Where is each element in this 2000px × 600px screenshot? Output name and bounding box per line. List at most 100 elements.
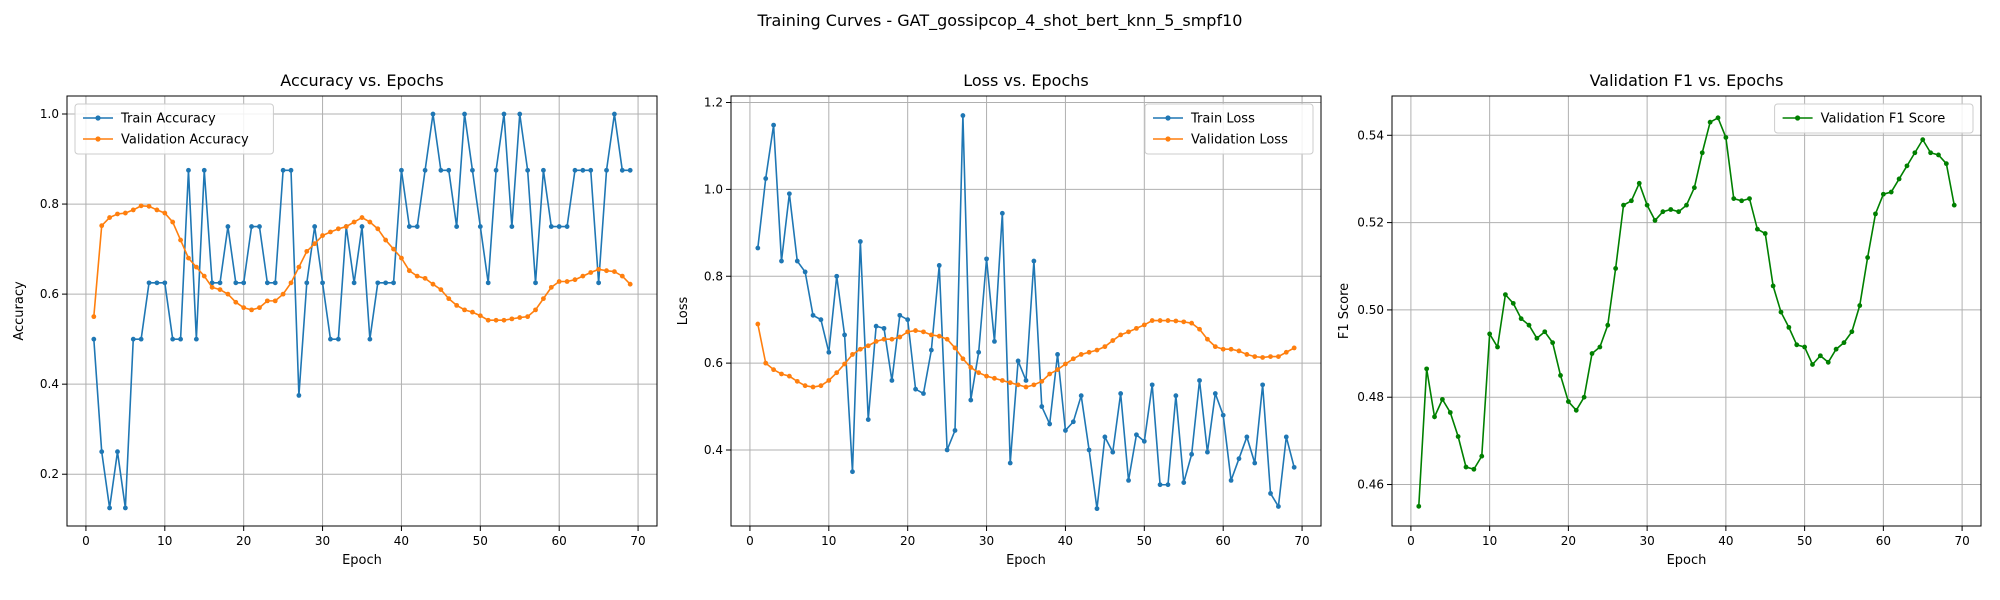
x-tick-label: 60 (1216, 534, 1231, 548)
data-point (122, 505, 128, 511)
data-point (1849, 329, 1855, 335)
data-point (264, 280, 270, 286)
data-point (525, 314, 531, 320)
x-tick-label: 50 (1797, 534, 1812, 548)
data-point (541, 296, 546, 302)
data-point (257, 305, 262, 311)
series-validation-accuracy (91, 203, 633, 323)
data-point (1723, 135, 1729, 140)
data-point (999, 378, 1005, 383)
data-point (564, 279, 570, 284)
data-point (1936, 152, 1941, 158)
y-tick-label: 0.4 (704, 443, 723, 457)
data-point (225, 224, 231, 229)
data-point (826, 378, 832, 383)
data-point (881, 336, 887, 342)
data-point (470, 167, 475, 173)
data-point (154, 207, 160, 213)
data-point (359, 224, 365, 229)
data-point (1754, 226, 1760, 232)
data-point (1126, 329, 1131, 335)
data-point (1802, 344, 1808, 350)
x-tick-label: 50 (1137, 534, 1152, 548)
data-point (842, 361, 847, 367)
x-tick-label: 40 (1718, 534, 1733, 548)
data-point (779, 371, 784, 377)
x-tick-label: 50 (473, 534, 488, 548)
data-point (1652, 218, 1658, 223)
data-point (619, 167, 625, 173)
data-point (1943, 161, 1949, 167)
y-axis-label: Loss (676, 297, 691, 326)
data-point (968, 365, 974, 370)
data-point (296, 393, 302, 398)
data-point (533, 307, 538, 313)
data-point (810, 312, 816, 318)
data-point (209, 284, 215, 290)
data-point (1157, 318, 1163, 323)
legend-swatch-marker (95, 115, 101, 121)
legend-swatch-marker (95, 136, 101, 142)
data-point (209, 280, 215, 286)
data-point (1055, 352, 1060, 357)
series-validation-f1-score (1416, 115, 1957, 509)
data-point (178, 237, 183, 243)
data-point (1873, 211, 1878, 217)
data-point (999, 210, 1005, 216)
data-point (186, 167, 191, 173)
x-tick-label: 20 (236, 534, 251, 548)
legend-box (74, 103, 274, 155)
data-point (438, 287, 444, 293)
data-point (1268, 491, 1273, 496)
data-point (1276, 354, 1281, 360)
x-axis-label: Epoch (342, 553, 382, 568)
y-tick-label: 0.4 (40, 377, 59, 391)
data-point (1621, 202, 1626, 208)
data-point (312, 224, 318, 229)
data-point (1268, 354, 1273, 360)
data-point (556, 279, 562, 284)
x-tick-label: 10 (157, 534, 172, 548)
data-point (580, 167, 586, 173)
y-tick-label: 0.46 (1357, 478, 1384, 492)
data-point (115, 449, 120, 455)
data-point (564, 224, 570, 229)
data-point (1291, 345, 1297, 351)
data-point (1181, 480, 1187, 485)
data-point (201, 167, 207, 173)
data-point (1628, 198, 1634, 204)
data-point (1149, 382, 1155, 388)
data-point (588, 167, 594, 173)
legend-box (1144, 103, 1314, 155)
x-axis-label: Epoch (1667, 553, 1707, 568)
data-point (186, 255, 191, 261)
data-point (897, 312, 903, 318)
data-point (454, 224, 460, 229)
data-point (1455, 434, 1461, 439)
data-point (1707, 119, 1713, 125)
data-point (1613, 266, 1619, 271)
chart-panels: Accuracy vs. Epochs 0 10 20 30 40 50 60 70 0.2 0.4… (12, 71, 1982, 568)
data-point (572, 277, 578, 283)
data-point (1260, 382, 1266, 388)
data-point (130, 336, 136, 342)
data-point (1825, 359, 1831, 365)
data-point (1070, 419, 1076, 425)
data-point (241, 305, 247, 311)
legend-entry-validation-f1-score: Validation F1 Score (1821, 112, 1946, 127)
data-point (501, 317, 507, 323)
data-point (170, 219, 176, 225)
data-point (921, 329, 926, 335)
data-point (1495, 344, 1500, 350)
data-point (391, 280, 396, 286)
data-point (233, 299, 239, 305)
data-point (1699, 150, 1705, 156)
data-point (162, 210, 168, 216)
data-point (1731, 196, 1737, 201)
y-tick-label: 0.6 (40, 287, 59, 301)
data-point (1212, 391, 1218, 396)
data-point (889, 336, 895, 342)
data-point (1102, 434, 1108, 440)
data-point (1463, 464, 1469, 470)
x-tick-label: 0 (746, 534, 754, 548)
